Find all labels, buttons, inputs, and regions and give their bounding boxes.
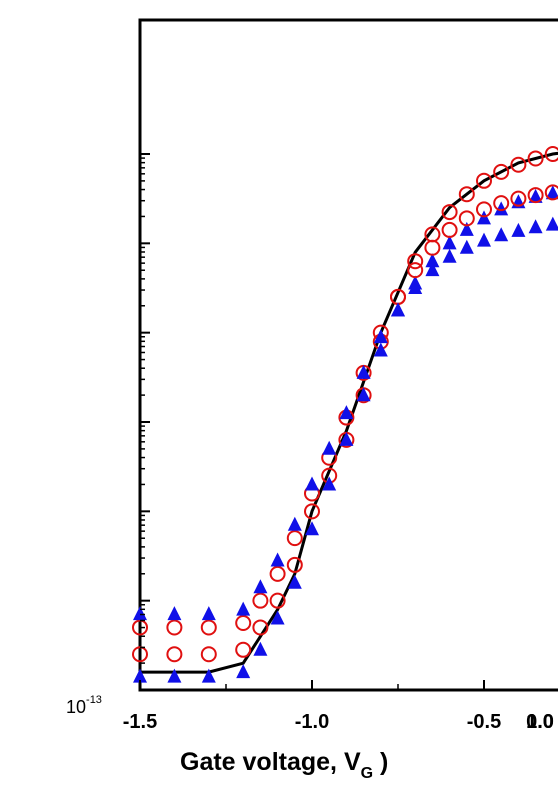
data-point-triangle [236,601,251,616]
data-point-triangle [201,606,216,621]
x-tick-label: -0.5 [467,711,501,733]
x-tick-label: 0.0 [526,711,554,733]
data-point-circle [166,619,183,636]
series-4-triangle [133,216,558,621]
data-point-triangle [253,641,268,656]
data-point-triangle [253,579,268,594]
series-3-circle [132,184,558,636]
data-point-triangle [408,280,423,294]
data-point-triangle [528,188,543,203]
data-point-circle [200,646,217,663]
data-point-triangle [391,302,405,317]
data-point-triangle [494,227,509,242]
y-tick-label: 10-13 [66,694,102,717]
data-point-triangle [528,219,543,234]
data-point-circle [269,565,286,582]
data-point-triangle [356,364,371,379]
data-point-circle [235,641,252,658]
data-point-circle [458,186,475,203]
y-tick-base: 10 [66,697,86,717]
y-tick-exponent: -13 [86,694,102,706]
data-point-circle [252,619,269,636]
data-point-circle [286,556,303,573]
data-point-triangle [287,516,302,531]
x-axis-label-tail: ) [373,748,388,776]
data-point-triangle [425,262,440,277]
data-point-triangle [270,610,285,625]
data-point-triangle [373,342,388,357]
x-axis-label-main: Gate voltage, V [180,748,361,776]
data-point-circle [476,201,492,218]
data-point-triangle [339,405,354,420]
x-tick-label: -1.0 [295,711,329,733]
y-ticks [140,153,150,691]
data-point-circle [441,221,458,238]
series-layer [132,146,558,683]
data-point-triangle [339,431,354,446]
data-point-triangle [236,664,251,679]
data-point-triangle [442,235,457,250]
data-point-circle [424,239,441,256]
data-point-circle [493,195,510,212]
x-axis-label-sub: G [361,765,373,782]
data-point-circle [441,204,458,221]
data-point-triangle [494,201,509,216]
data-point-triangle [305,521,319,536]
data-point-circle [544,184,558,201]
data-point-triangle [270,552,285,567]
data-point-triangle [133,668,147,683]
data-point-triangle [133,606,147,621]
x-tick-label: 1.0 [526,711,554,733]
data-point-circle [407,262,424,279]
data-point-triangle [322,440,337,455]
data-point-triangle [425,253,440,268]
data-point-triangle [201,668,216,683]
data-point-triangle [545,216,558,231]
data-point-circle [476,172,492,189]
data-point-circle [407,253,424,270]
data-point-triangle [167,668,182,683]
data-point-circle [269,592,286,609]
data-point-triangle [545,185,558,200]
data-point-triangle [373,329,388,344]
data-point-triangle [167,606,182,621]
data-point-circle [304,503,320,520]
data-point-triangle [477,232,491,247]
data-point-circle [235,615,252,631]
data-point-circle [510,190,527,207]
data-point-circle [252,592,269,609]
data-point-circle [200,619,217,636]
data-point-triangle [511,222,526,237]
data-point-circle [544,146,558,162]
data-point-circle [527,187,544,204]
data-point-circle [527,150,544,167]
data-point-circle [493,163,510,180]
data-point-triangle [459,239,474,254]
data-point-triangle [356,387,371,402]
x-ticks: -1.5 -1.0 -0.5 0.01.0 [123,680,554,733]
data-point-triangle [442,248,457,263]
data-point-circle [458,210,475,227]
data-point-triangle [322,476,337,491]
data-point-triangle [287,574,302,589]
data-point-circle [286,530,303,547]
x-tick-label: -1.5 [123,711,157,733]
plot-frame [138,18,558,692]
data-point-circle [510,156,527,173]
data-point-circle [166,646,183,663]
x-axis-label: Gate voltage, VG ) [180,748,388,782]
data-point-triangle [459,221,474,236]
data-point-triangle [305,476,319,491]
